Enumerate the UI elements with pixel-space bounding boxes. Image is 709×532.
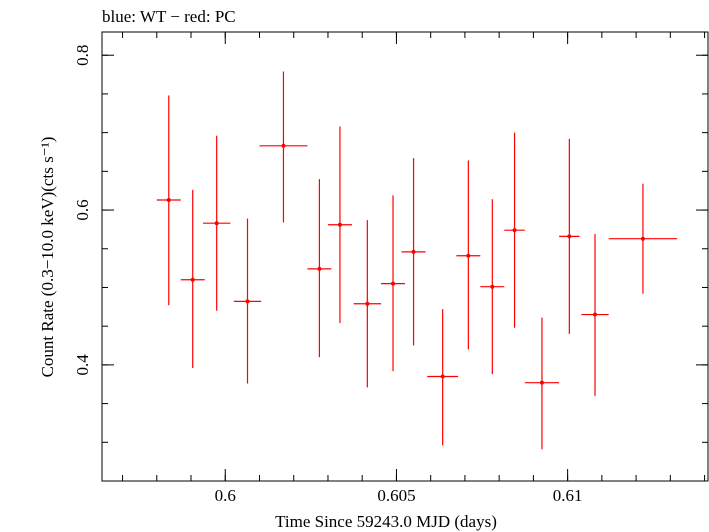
point-marker: [190, 277, 195, 282]
y-axis-label: Count Rate (0.3−10.0 keV)(cts s⁻¹): [38, 137, 57, 378]
data-point: [401, 158, 426, 346]
point-marker: [337, 222, 342, 227]
point-marker: [245, 299, 250, 304]
y-tick-label: 0.8: [73, 45, 92, 66]
point-marker: [440, 374, 445, 379]
data-point: [456, 160, 481, 350]
point-marker: [593, 312, 598, 317]
data-point: [427, 309, 459, 446]
data-point: [233, 218, 262, 384]
point-marker: [411, 249, 416, 254]
point-marker: [214, 221, 219, 226]
data-point: [203, 135, 231, 311]
data-point: [504, 132, 525, 328]
point-marker: [317, 266, 322, 271]
point-marker: [539, 380, 544, 385]
point-marker: [490, 284, 495, 289]
point-marker: [166, 197, 171, 202]
data-point: [180, 189, 205, 368]
data-point: [259, 71, 308, 223]
data-point: [608, 183, 678, 294]
point-marker: [281, 143, 286, 148]
y-tick-label: 0.4: [73, 354, 92, 376]
y-tick-label: 0.6: [73, 199, 92, 220]
data-point: [353, 220, 382, 388]
point-marker: [391, 281, 396, 286]
point-marker: [640, 236, 645, 241]
plot-frame: [101, 31, 709, 482]
data-point: [327, 126, 352, 324]
point-marker: [365, 301, 370, 306]
data-point: [156, 95, 181, 306]
data-point: [581, 234, 609, 396]
data-point: [381, 195, 405, 372]
data-point: [524, 317, 560, 450]
data-point: [559, 138, 580, 334]
data-point: [480, 199, 505, 375]
data-points: [156, 71, 678, 450]
tick-labels: 0.6 0.605 0.61 0.4 0.6 0.8: [73, 45, 583, 505]
x-tick-label: 0.605: [377, 486, 415, 505]
point-marker: [512, 228, 517, 233]
x-tick-label: 0.6: [215, 486, 236, 505]
data-point: [307, 179, 332, 358]
x-tick-label: 0.61: [553, 486, 583, 505]
point-marker: [567, 234, 572, 239]
point-marker: [466, 253, 471, 258]
chart-title: blue: WT − red: PC: [102, 7, 236, 26]
x-axis-label: Time Since 59243.0 MJD (days): [275, 512, 497, 531]
axis-ticks: [102, 32, 708, 482]
